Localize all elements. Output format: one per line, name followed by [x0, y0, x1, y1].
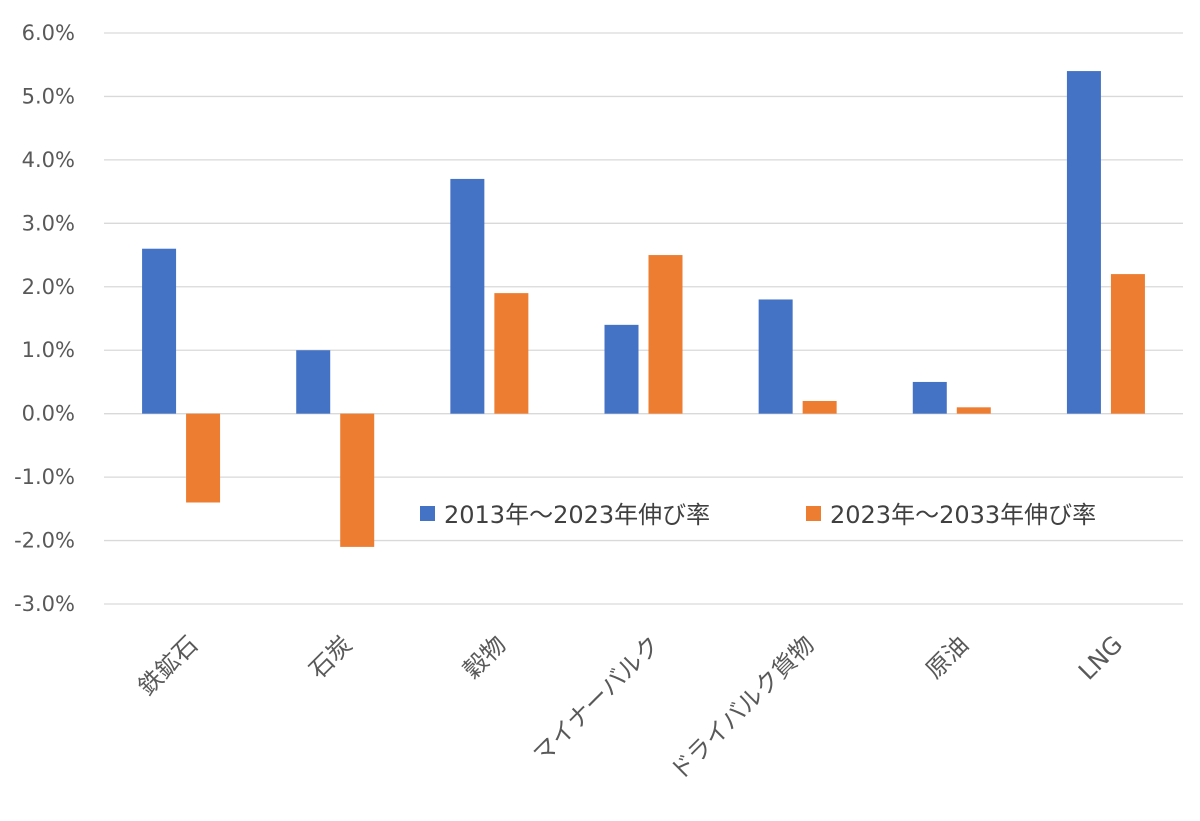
bar-series-1-6 — [912, 381, 947, 414]
y-axis-ticks: 6.0% 5.0% 4.0% 3.0% 2.0% 1.0% 0.0% -1.0% -2.0% -3… — [14, 21, 75, 616]
bar-series-1-3 — [450, 178, 485, 414]
y-tick-label: 1.0% — [22, 338, 75, 362]
x-category-label: 原油 — [920, 630, 974, 684]
bar-series-2-6 — [956, 407, 991, 414]
x-category-label: 穀物 — [458, 630, 512, 684]
legend-label-series-2: 2023年～2033年伸び率 — [830, 501, 1096, 529]
y-tick-label: -1.0% — [14, 465, 75, 489]
bar-series-2-7 — [1110, 274, 1145, 414]
legend-swatch-series-2 — [806, 506, 821, 521]
bar-series-1-2 — [296, 350, 331, 414]
bar-series-2-2 — [340, 413, 375, 547]
bar-series-2-1 — [186, 413, 221, 503]
y-tick-label: 0.0% — [22, 402, 75, 426]
y-tick-label: 4.0% — [22, 148, 75, 172]
bar-series-2-5 — [802, 400, 837, 414]
x-category-label: ドライバルク貨物 — [665, 630, 820, 785]
bar-series-1-7 — [1066, 71, 1101, 414]
x-category-label: マイナーバルク — [528, 630, 666, 768]
bars — [142, 71, 1145, 547]
bar-series-1-1 — [142, 248, 177, 414]
y-tick-label: -2.0% — [14, 529, 75, 553]
y-tick-label: 2.0% — [22, 275, 75, 299]
gridlines — [104, 32, 1183, 605]
legend-label-series-1: 2013年～2023年伸び率 — [444, 501, 710, 529]
x-category-label: 鉄鉱石 — [133, 630, 204, 701]
x-category-label: 石炭 — [304, 630, 358, 684]
bar-series-2-3 — [494, 293, 529, 414]
legend: 2013年～2023年伸び率 2023年～2033年伸び率 — [420, 501, 1096, 529]
y-tick-label: 3.0% — [22, 211, 75, 235]
bar-series-1-5 — [758, 299, 793, 414]
y-tick-label: 5.0% — [22, 84, 75, 108]
bar-series-1-4 — [604, 324, 639, 414]
legend-swatch-series-1 — [420, 506, 435, 521]
y-tick-label: 6.0% — [22, 21, 75, 45]
bar-series-2-4 — [648, 255, 683, 414]
x-category-label: LNG — [1073, 630, 1128, 685]
y-tick-label: -3.0% — [14, 592, 75, 616]
